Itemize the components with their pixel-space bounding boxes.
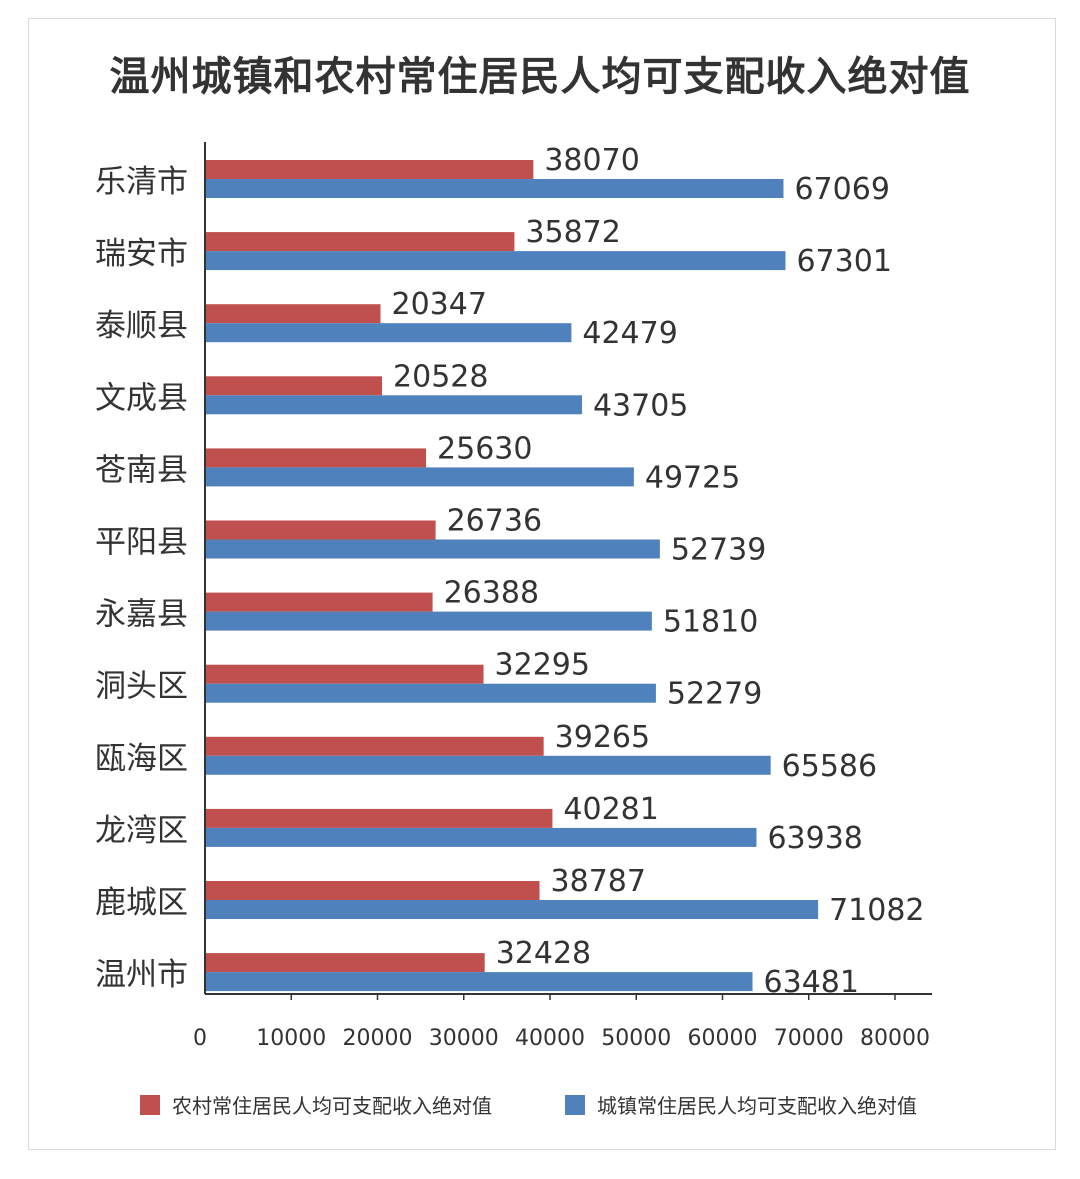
legend: 农村常住居民人均可支配收入绝对值 城镇常住居民人均可支配收入绝对值 xyxy=(0,1090,1080,1120)
x-tick-label: 70000 xyxy=(774,1026,844,1051)
x-tick-label: 50000 xyxy=(601,1026,671,1051)
category-label: 洞头区 xyxy=(95,669,188,705)
bar-urban xyxy=(205,539,660,559)
bar-rural xyxy=(205,376,383,396)
bar-rural xyxy=(205,736,544,756)
bar-urban xyxy=(205,755,771,775)
data-label-rural: 26388 xyxy=(444,576,539,611)
data-label-rural: 32428 xyxy=(496,936,591,971)
category-label: 平阳县 xyxy=(95,525,188,561)
data-label-rural: 32295 xyxy=(495,648,590,683)
x-tick-label: 40000 xyxy=(515,1026,585,1051)
chart-frame xyxy=(28,18,1056,1150)
bar-urban xyxy=(205,827,757,847)
x-tick-label: 30000 xyxy=(429,1026,499,1051)
data-label-rural: 39265 xyxy=(555,720,650,755)
bar-rural xyxy=(205,808,553,828)
data-label-urban: 67301 xyxy=(796,244,891,279)
bar-rural xyxy=(205,881,540,900)
data-label-rural: 38070 xyxy=(544,143,639,178)
category-label: 泰顺县 xyxy=(95,308,188,344)
data-label-rural: 35872 xyxy=(525,215,620,250)
data-label-urban: 63938 xyxy=(767,821,862,856)
legend-item-urban: 城镇常住居民人均可支配收入绝对值 xyxy=(565,1090,917,1119)
bar-urban xyxy=(205,251,786,271)
bar-rural xyxy=(205,232,515,252)
x-tick-label: 10000 xyxy=(256,1026,326,1051)
category-label: 瑞安市 xyxy=(95,236,188,272)
bars-group xyxy=(205,160,819,992)
data-label-urban: 67069 xyxy=(794,172,889,207)
data-label-rural: 38787 xyxy=(551,864,646,899)
chart-title: 温州城镇和农村常住居民人均可支配收入绝对值 xyxy=(109,54,971,100)
data-label-rural: 25630 xyxy=(437,431,532,466)
bar-rural xyxy=(205,448,427,468)
category-label: 乐清市 xyxy=(95,164,188,200)
category-label: 永嘉县 xyxy=(95,597,188,633)
bar-urban xyxy=(205,323,572,343)
bar-rural xyxy=(205,160,534,179)
data-label-urban: 71082 xyxy=(829,893,924,928)
legend-label-rural: 农村常住居民人均可支配收入绝对值 xyxy=(172,1094,492,1118)
labels-group: 乐清市 38070 67069 瑞安市 35872 67301 泰顺县 20347 42479 文… xyxy=(95,143,925,1000)
data-label-urban: 65586 xyxy=(782,749,877,784)
bar-rural xyxy=(205,664,484,684)
data-label-urban: 52739 xyxy=(671,533,766,568)
data-label-urban: 52279 xyxy=(667,677,762,712)
bar-urban xyxy=(205,683,656,703)
bar-urban xyxy=(205,395,582,415)
legend-item-rural: 农村常住居民人均可支配收入绝对值 xyxy=(140,1090,492,1119)
data-label-urban: 49725 xyxy=(645,460,740,495)
legend-label-urban: 城镇常住居民人均可支配收入绝对值 xyxy=(597,1094,917,1118)
bar-rural xyxy=(205,520,436,540)
axes-group: 0 10000 20000 30000 40000 50000 60000 70000 8000… xyxy=(193,142,932,1051)
data-label-urban: 51810 xyxy=(663,605,758,640)
bar-urban xyxy=(205,972,753,992)
category-label: 瓯海区 xyxy=(95,741,188,777)
x-tick-label: 0 xyxy=(193,1026,207,1051)
data-label-rural: 20347 xyxy=(391,287,486,322)
category-label: 鹿城区 xyxy=(95,885,188,921)
bar-urban xyxy=(205,611,652,631)
x-tick-label: 20000 xyxy=(343,1026,413,1051)
x-tick-label: 80000 xyxy=(860,1026,930,1051)
data-label-rural: 20528 xyxy=(393,359,488,394)
bar-urban xyxy=(205,467,634,487)
category-label: 龙湾区 xyxy=(95,813,188,849)
category-label: 温州市 xyxy=(95,957,188,993)
bar-rural xyxy=(205,953,485,973)
bar-rural xyxy=(205,304,381,324)
legend-swatch-urban xyxy=(565,1094,585,1115)
category-label: 苍南县 xyxy=(95,452,188,488)
data-label-rural: 26736 xyxy=(447,504,542,539)
category-label: 文成县 xyxy=(95,380,188,416)
x-tick-label: 60000 xyxy=(688,1026,758,1051)
data-label-urban: 42479 xyxy=(582,316,677,351)
data-label-urban: 43705 xyxy=(593,388,688,423)
bar-rural xyxy=(205,592,433,612)
legend-swatch-rural xyxy=(140,1094,160,1115)
bar-urban xyxy=(205,179,784,198)
bar-urban xyxy=(205,900,819,919)
data-label-rural: 40281 xyxy=(563,792,658,827)
